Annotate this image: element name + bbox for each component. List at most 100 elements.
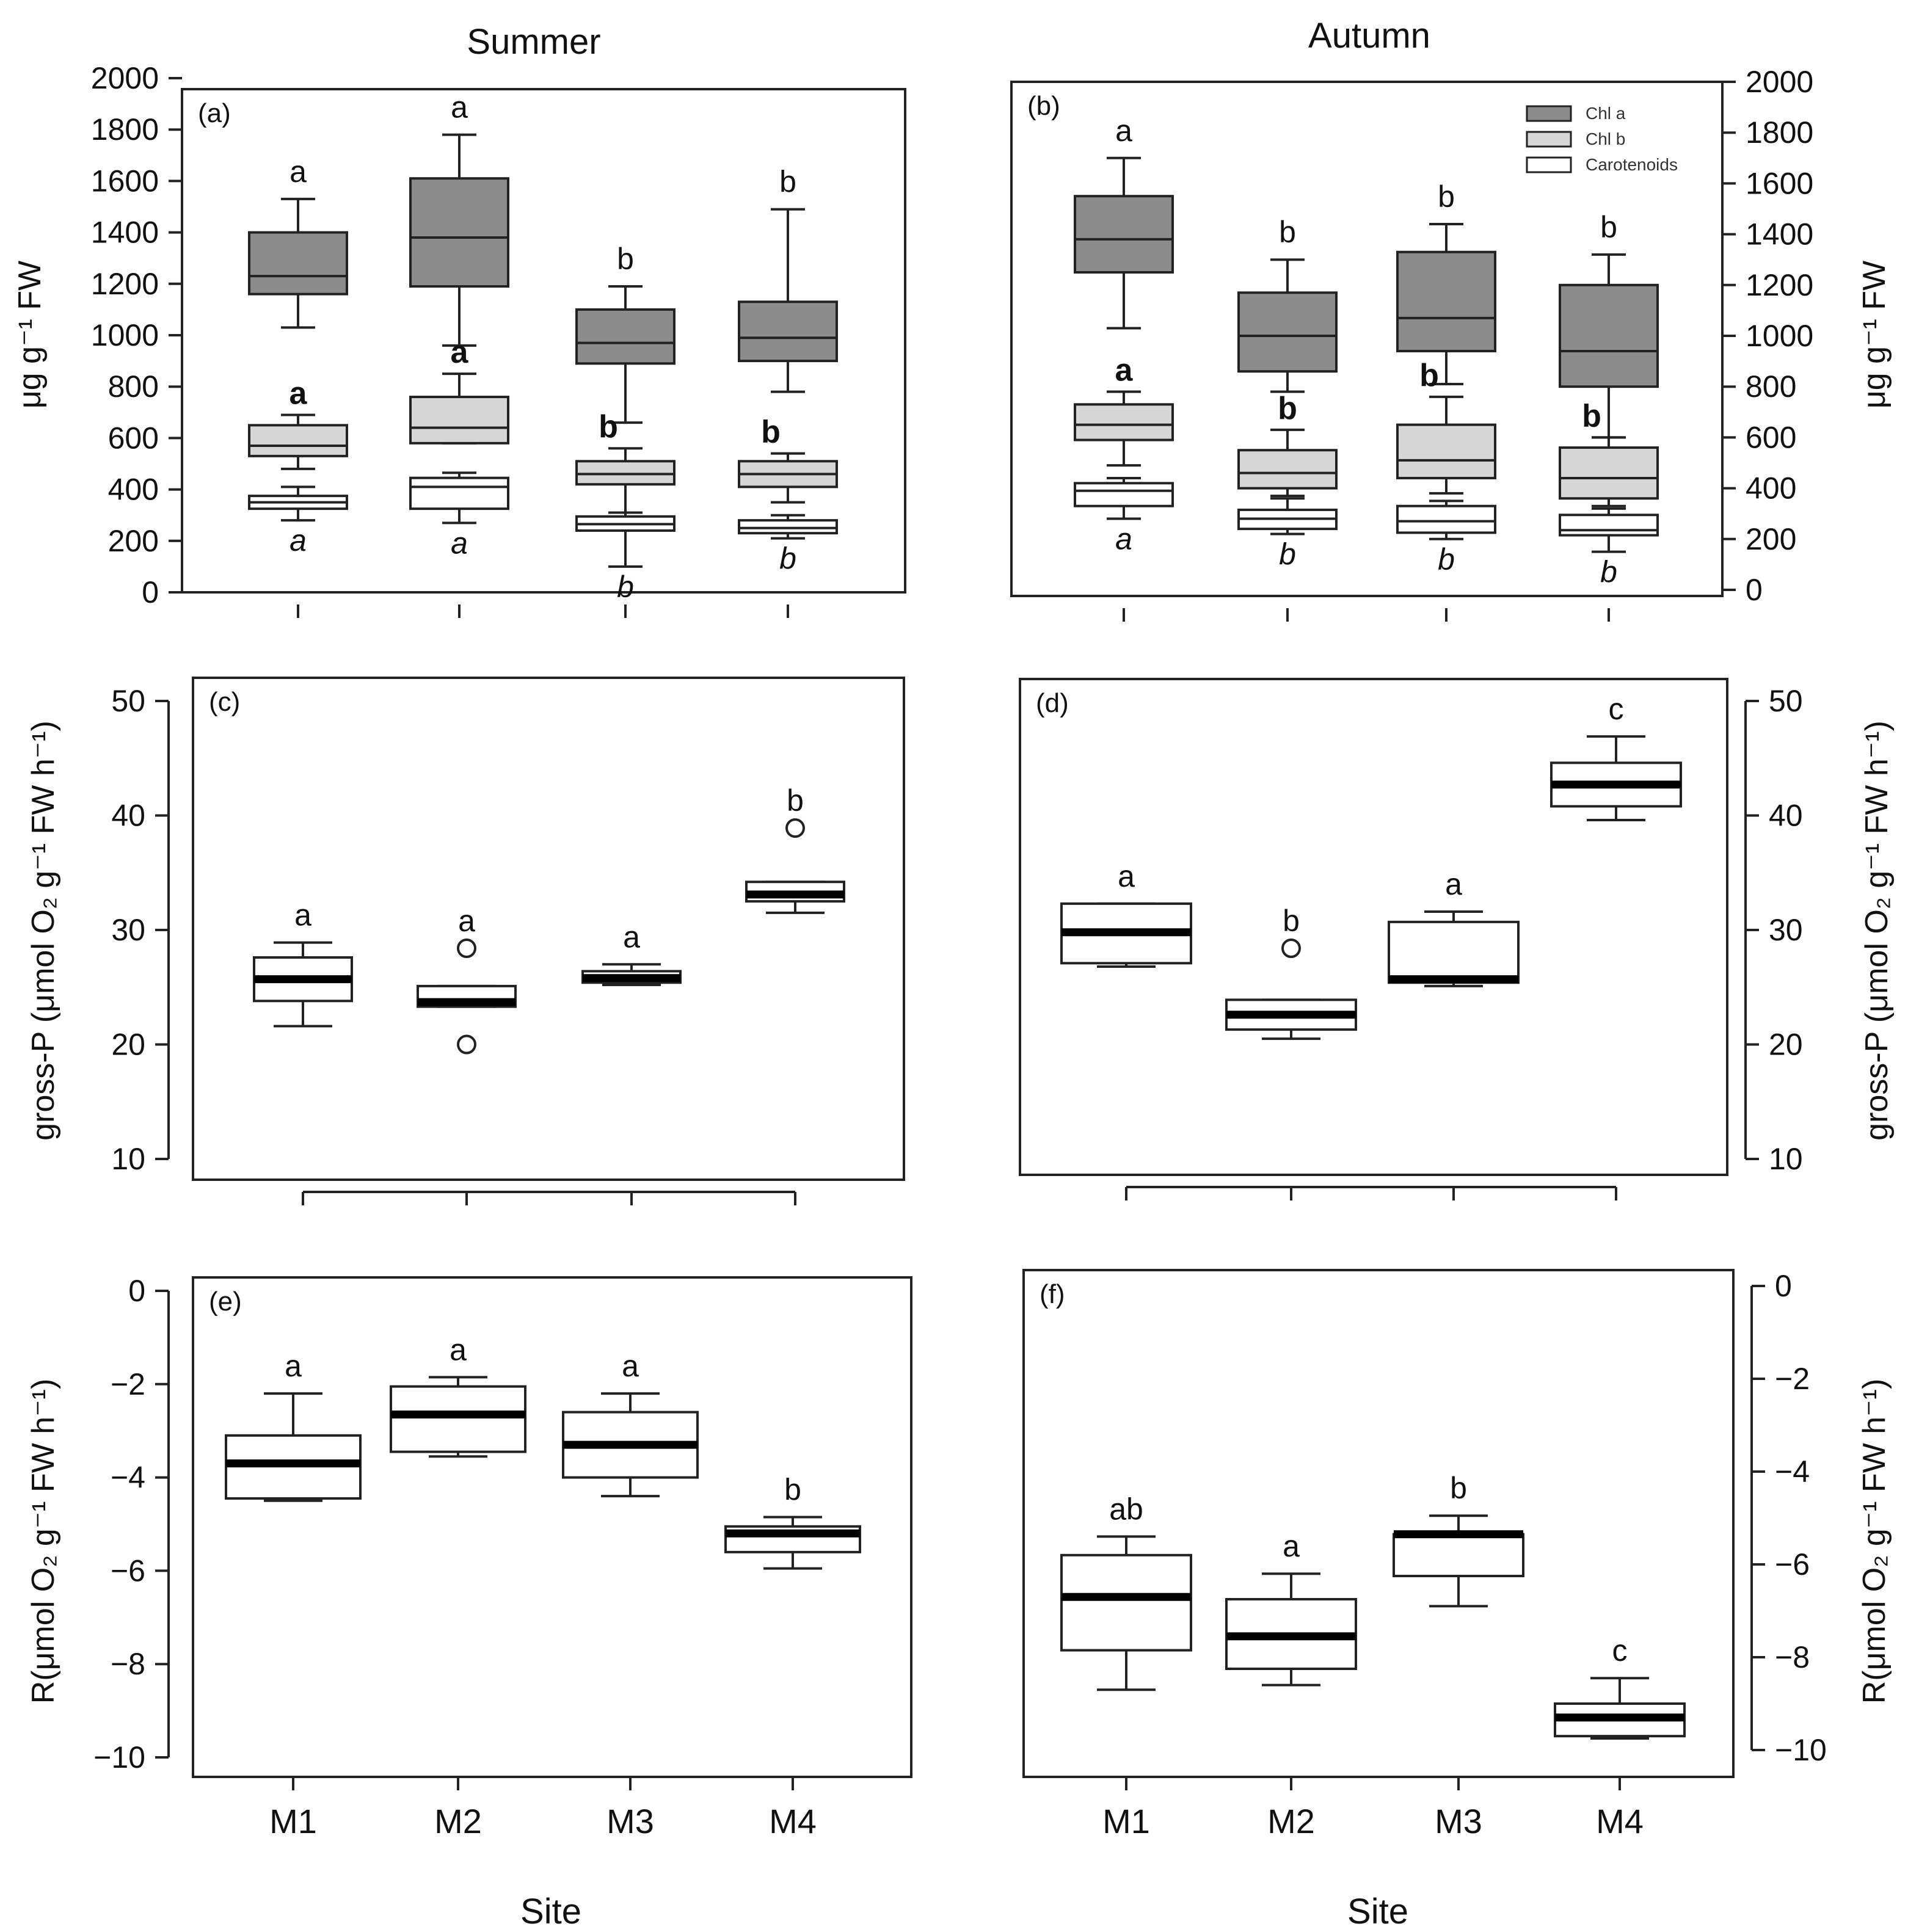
y-tick-label: −6: [1775, 1547, 1810, 1582]
panel-e: 0−2−4−6−8−10R(μmol O₂ g⁻¹ FW h⁻¹)M1 M2 M3 M…: [26, 1274, 912, 1840]
series-gross-p: a b a c: [1060, 692, 1682, 1040]
y-tick-label: 1200: [91, 267, 159, 301]
significance-letter: a: [451, 526, 468, 560]
y-tick-label: 200: [1746, 522, 1796, 556]
significance-letter: b: [1600, 210, 1617, 244]
y-tick-label: 400: [1746, 471, 1796, 506]
y-tick-label: 0: [142, 575, 159, 609]
significance-letter: a: [1115, 114, 1132, 148]
y-tick-label: 10: [111, 1142, 145, 1176]
y-tick-label: 1600: [91, 164, 159, 198]
y-axis-title: R(μmol O₂ g⁻¹ FW h⁻¹): [1857, 1379, 1892, 1704]
x-tick-label: M2: [1267, 1802, 1315, 1840]
box-M3: [1396, 504, 1496, 534]
significance-letter: b: [1450, 1471, 1467, 1505]
significance-letter: a: [451, 90, 468, 125]
y-tick-label: 400: [108, 473, 159, 507]
legend-swatch: [1526, 105, 1572, 122]
significance-letter: a: [622, 1349, 639, 1383]
y-tick-label: 50: [1769, 684, 1803, 718]
box-M3: [1396, 423, 1496, 479]
box-M1: [248, 231, 348, 296]
outlier-point: [457, 1034, 476, 1055]
y-tick-label: −8: [1775, 1640, 1810, 1674]
y-axis: 10 20 30 40 50: [1744, 684, 1803, 1176]
y-tick-label: 1800: [1746, 115, 1813, 150]
y-axis: 0 200 400 600 800 1000 1200 1400 1600 1800 2000: [91, 61, 182, 609]
legend: Chl a Chl b Carotenoids: [1526, 104, 1678, 174]
y-tick-label: 0: [1746, 573, 1763, 607]
x-axis: M1 M2 M3 M4: [269, 1777, 817, 1840]
y-tick-label: 1000: [91, 318, 159, 352]
y-tick-label: 800: [1746, 369, 1796, 404]
significance-letter: b: [787, 783, 804, 818]
box-M4: [738, 519, 838, 535]
legend-label: Chl a: [1586, 104, 1626, 123]
y-tick-label: 0: [128, 1274, 145, 1308]
panel-f: 0−2−4−6−8−10R(μmol O₂ g⁻¹ FW h⁻¹)M1 M2 M3 M…: [1022, 1269, 1892, 1840]
panel-a: 0 200 400 600 800 1000 1200 1400 1600 1800 2000 μg …: [12, 61, 906, 618]
y-tick-label: −2: [1775, 1362, 1810, 1396]
series-chl-a: a b b b: [1074, 114, 1659, 439]
panel-label: (e): [209, 1287, 242, 1316]
significance-letter: a: [290, 154, 307, 189]
box-M1: [1074, 482, 1174, 507]
significance-letter: a: [1115, 522, 1132, 556]
y-axis-title: R(μmol O₂ g⁻¹ FW h⁻¹): [26, 1379, 61, 1704]
y-tick-label: 50: [111, 684, 145, 718]
y-tick-label: −10: [1775, 1733, 1827, 1767]
significance-letter: b: [761, 415, 781, 450]
y-tick-label: 1800: [91, 112, 159, 147]
significance-letter: a: [450, 1332, 467, 1367]
y-tick-label: 1600: [1746, 166, 1813, 200]
significance-letter: b: [779, 165, 796, 199]
legend-swatch: [1526, 156, 1572, 173]
box-M2: [409, 177, 509, 288]
box-M1: [1074, 403, 1174, 441]
significance-letter: a: [285, 1349, 302, 1383]
outlier-point: [1281, 939, 1301, 958]
series-chl-b: a b b b: [1074, 353, 1659, 507]
season-title-autumn: Autumn: [1308, 16, 1430, 56]
box-M3: [575, 308, 676, 365]
plot-frame: [192, 677, 905, 1181]
x-axis: [1123, 608, 1610, 622]
significance-letter: a: [294, 898, 311, 932]
significance-letter: a: [451, 335, 469, 370]
x-axis: [1125, 1186, 1617, 1200]
panel-label: (a): [198, 98, 231, 128]
box-M3: [1393, 1533, 1524, 1578]
significance-letter: b: [617, 570, 634, 604]
significance-letter: a: [290, 523, 307, 557]
box-M2: [1237, 291, 1338, 373]
box-M2: [390, 1385, 526, 1453]
panel-b: 0 200 400 600 800 1000 1200 1400 1600 1800 2000 μg …: [1010, 65, 1892, 622]
y-tick-label: −10: [93, 1740, 145, 1774]
series-gross-p: a a a b: [253, 783, 845, 1055]
box-M2: [409, 476, 509, 510]
plot-frame: [1022, 1269, 1735, 1778]
y-tick-label: −4: [111, 1461, 145, 1495]
y-tick-label: 40: [111, 799, 145, 833]
y-axis: 0 −2 −4 −6 −8 −10: [1750, 1269, 1827, 1767]
y-axis-title: gross-P (μmol O₂ g⁻¹ FW h⁻¹): [26, 721, 61, 1141]
x-tick-label: M4: [769, 1802, 817, 1840]
significance-letter: a: [458, 904, 475, 938]
x-axis: M1 M2 M3 M4: [1102, 1777, 1644, 1840]
legend-swatch: [1526, 131, 1572, 148]
y-tick-label: 20: [1769, 1028, 1803, 1062]
box-M3: [575, 460, 676, 486]
y-axis-title: μg g⁻¹ FW: [1857, 261, 1892, 409]
x-axis: [297, 605, 789, 618]
significance-letter: a: [290, 376, 308, 412]
y-tick-label: −6: [111, 1553, 145, 1588]
significance-letter: b: [1582, 398, 1601, 434]
y-tick-label: −2: [111, 1367, 145, 1401]
significance-letter: b: [1600, 555, 1617, 589]
y-tick-label: 1000: [1746, 319, 1813, 353]
y-tick-label: 1400: [1746, 217, 1813, 252]
y-tick-label: 600: [108, 421, 159, 455]
y-tick-label: 0: [1775, 1269, 1792, 1303]
y-tick-label: 200: [108, 524, 159, 558]
